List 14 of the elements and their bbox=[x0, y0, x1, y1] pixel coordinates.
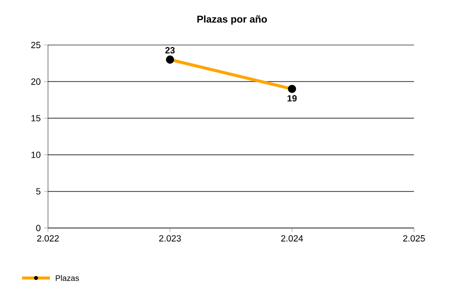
y-tick-label: 10 bbox=[31, 152, 40, 158]
legend-label: Plazas bbox=[56, 275, 79, 281]
y-tick-label: 5 bbox=[36, 188, 40, 195]
y-tick-label: 20 bbox=[31, 78, 40, 85]
x-tick-label: 2.024 bbox=[281, 235, 303, 242]
chart-title: Plazas por año bbox=[197, 15, 267, 25]
x-tick-label: 2.022 bbox=[37, 235, 59, 242]
x-tick-label: 2.025 bbox=[403, 235, 425, 242]
y-tick-label: 0 bbox=[36, 224, 40, 232]
data-label: 19 bbox=[288, 95, 297, 102]
x-tick-label: 2.023 bbox=[159, 235, 181, 242]
y-tick-label: 15 bbox=[31, 115, 40, 122]
y-tick-label: 25 bbox=[31, 42, 40, 48]
data-label: 23 bbox=[165, 47, 175, 54]
